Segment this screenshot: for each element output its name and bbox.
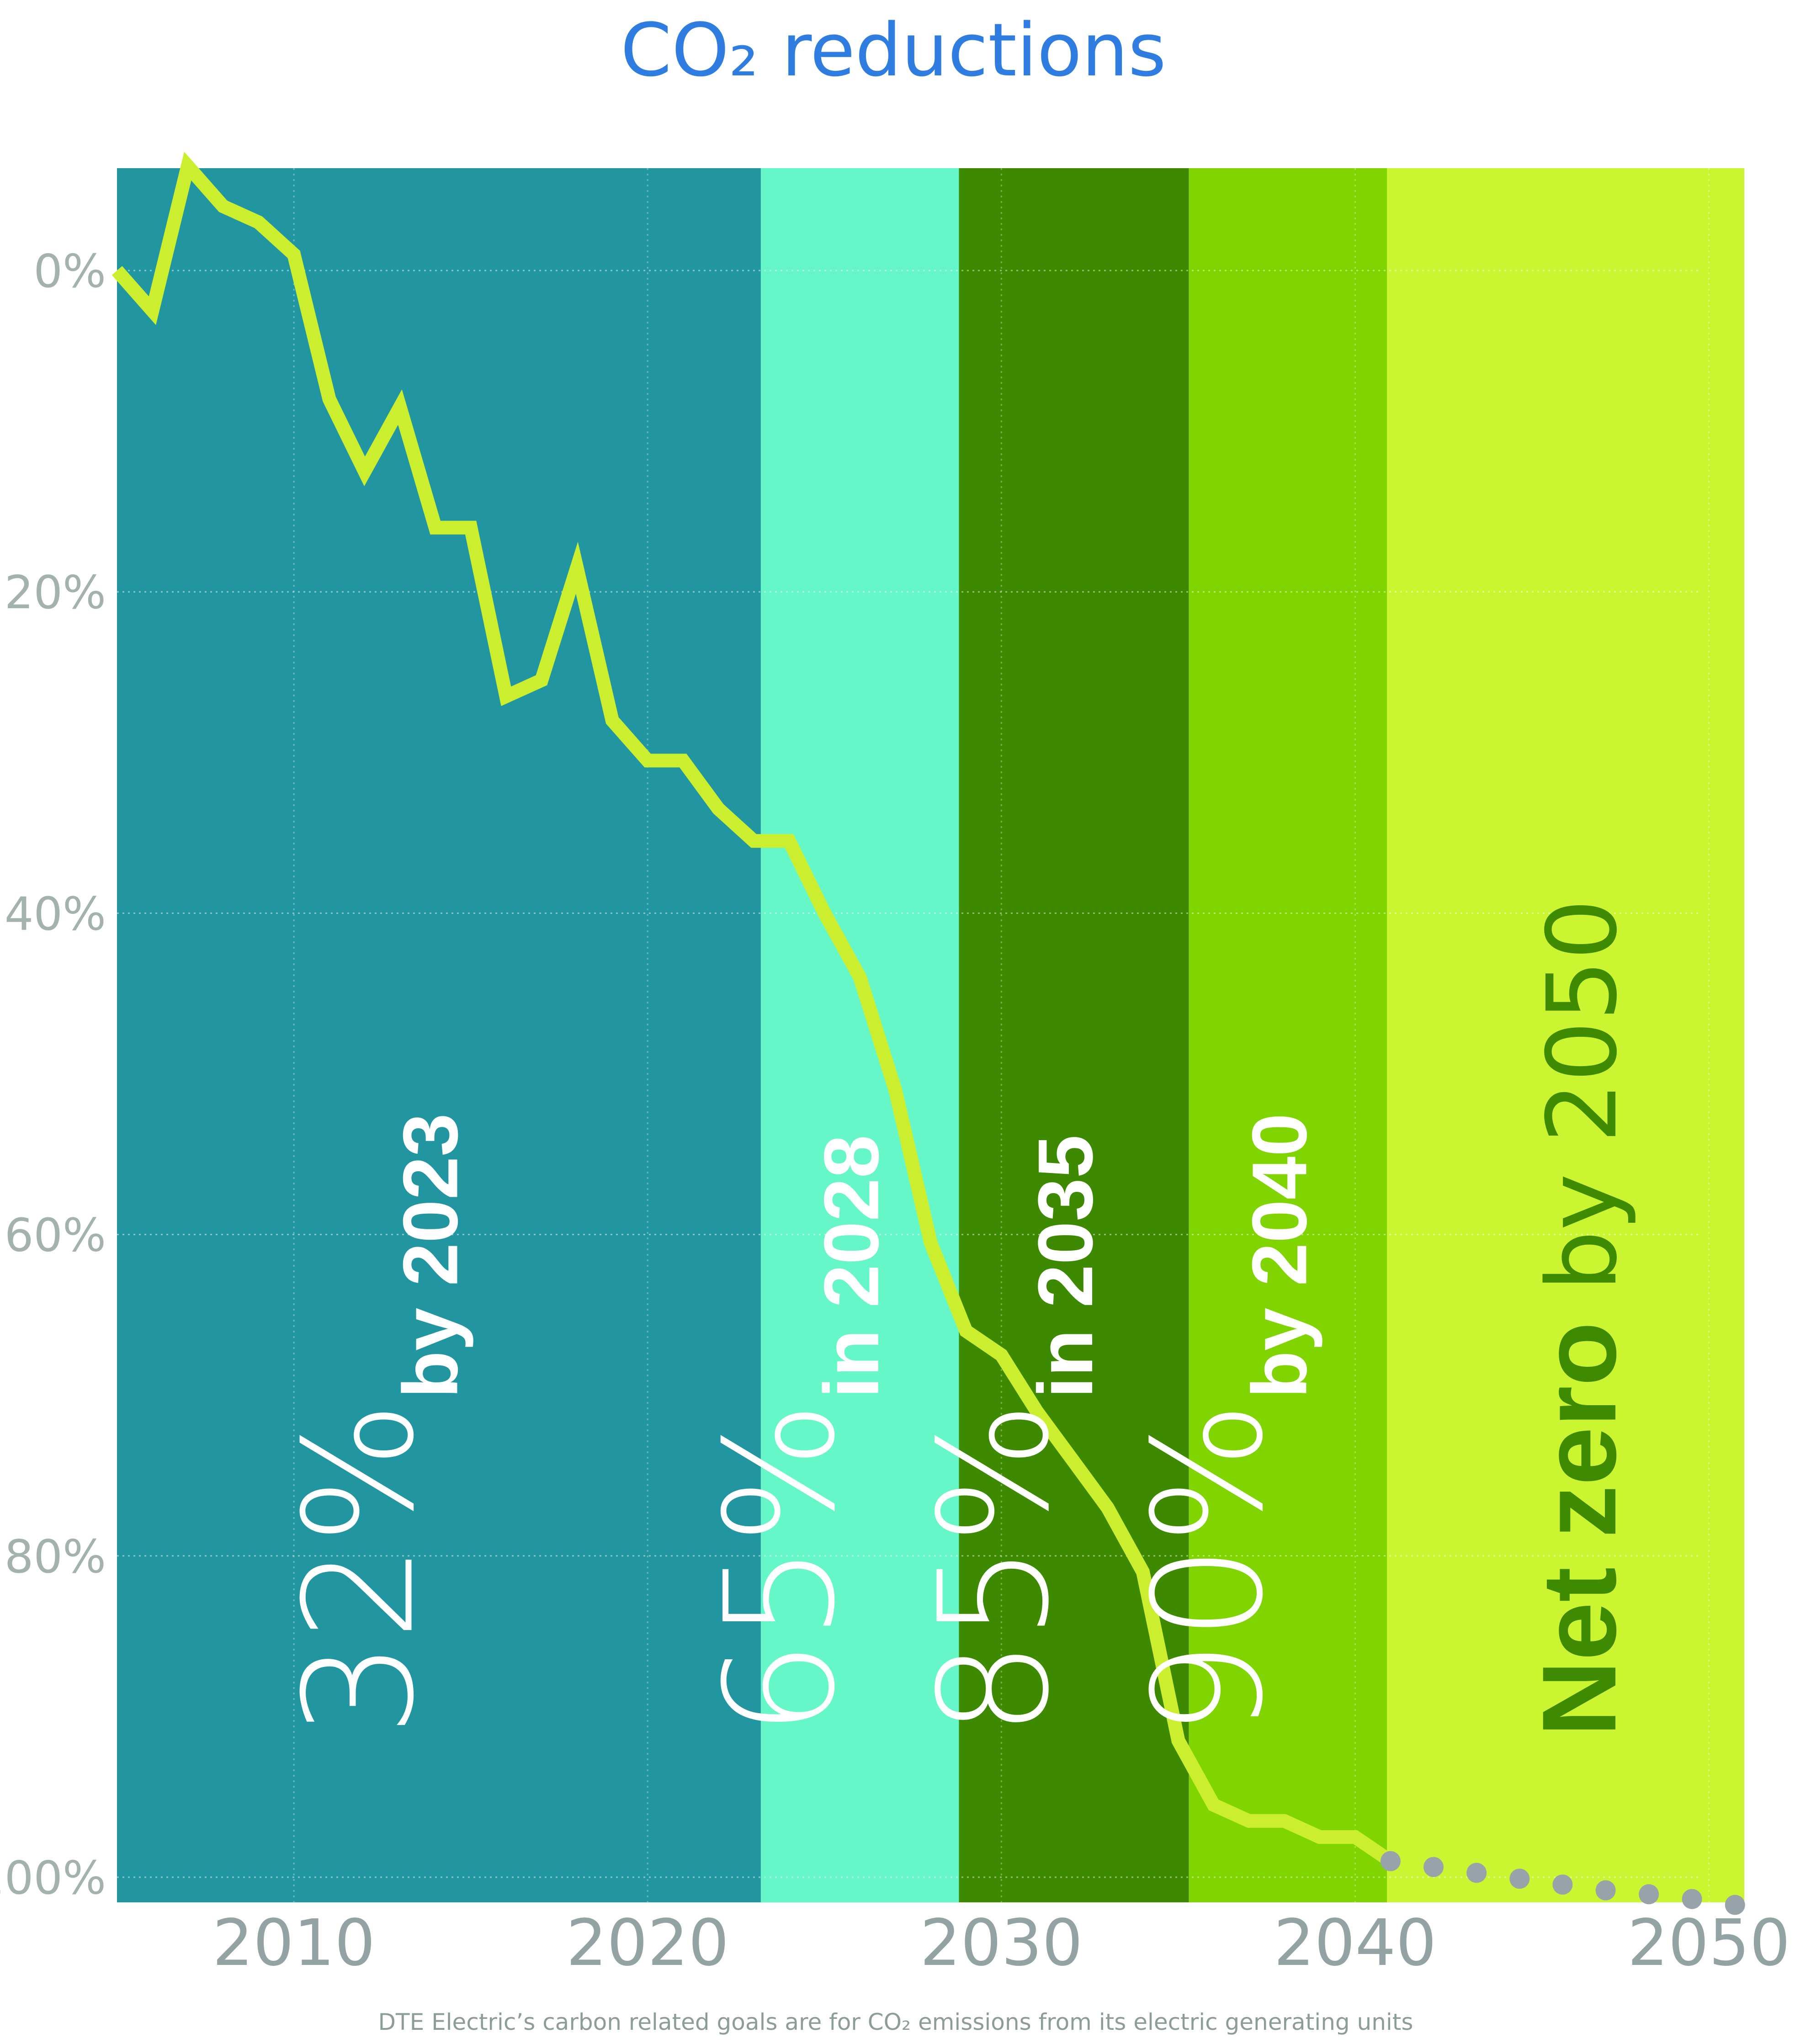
y-tick-label-3: 40% [5,887,106,940]
grid-lines [117,168,1710,1902]
goal-percent-4: 90% [1121,1402,1296,1736]
goal-label-4: 90%by 2040 [1121,1113,1323,1736]
goal-year-1: by 2023 [387,1113,474,1398]
y-tick-label-6: 100% [0,1851,106,1905]
x-tick-label-2: 2020 [566,1906,729,1980]
goal-band-1 [117,168,761,1902]
y-axis-ticks: 0% 20% 40% 60% 80% 100% [0,244,106,1905]
goal-year-2: in 2028 [808,1135,895,1399]
goal-label-2: 65%in 2028 [693,1135,895,1737]
y-tick-label-1: 0% [33,244,106,298]
goal-percent-2: 65% [693,1402,868,1736]
emissions-line [112,152,1395,1867]
y-tick-label-5: 80% [5,1530,106,1583]
footnote: DTE Electric’s carbon related goals are … [378,2009,1413,2035]
goal-label-5: Net zero by 2050 [1520,899,1638,1736]
goal-year-4: by 2040 [1236,1113,1323,1398]
goal-band-5 [1387,168,1744,1902]
goal-year-3: in 2035 [1022,1135,1109,1399]
net-zero-text: Net zero [1520,1322,1638,1736]
net-zero-label: Net zero by 2050 [1520,899,1638,1736]
goal-bands [117,168,1744,1902]
y-tick-label-2: 20% [5,566,106,619]
goal-percent-1: 32% [271,1402,447,1736]
x-axis-ticks: 2010 2020 2030 2040 2050 [212,1906,1790,1980]
goal-percent-3: 85% [907,1402,1082,1736]
x-tick-label-4: 2040 [1274,1906,1436,1980]
chart-title: CO₂ reductions [621,7,1166,93]
x-tick-label-1: 2010 [212,1906,375,1980]
goal-label-1: 32%by 2023 [271,1113,474,1736]
goal-band-4 [1189,168,1387,1902]
x-tick-label-3: 2030 [920,1906,1083,1980]
goal-band-2 [760,168,959,1902]
goal-label-3: 85%in 2035 [907,1135,1109,1737]
projection-line [1380,1851,1754,1917]
x-tick-label-5: 2050 [1627,1906,1790,1980]
y-tick-label-4: 60% [5,1209,106,1262]
net-zero-year-text: by 2050 [1526,899,1638,1322]
series-layer [112,152,1754,1917]
